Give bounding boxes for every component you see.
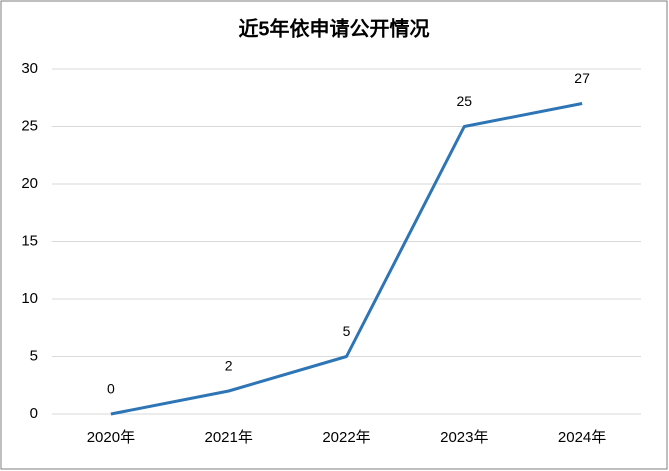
- data-label: 25: [457, 93, 473, 109]
- x-tick-label: 2021年: [205, 429, 253, 446]
- y-tick-label: 0: [30, 405, 38, 422]
- x-tick-label: 2024年: [558, 429, 606, 446]
- data-label: 2: [225, 358, 233, 374]
- data-label: 27: [574, 70, 590, 86]
- data-label: 5: [343, 323, 351, 339]
- y-tick-label: 20: [21, 175, 38, 192]
- y-tick-label: 25: [21, 117, 38, 134]
- x-tick-label: 2020年: [87, 429, 135, 446]
- x-tick-label: 2023年: [440, 429, 488, 446]
- data-label: 0: [107, 381, 115, 397]
- y-tick-label: 30: [21, 60, 38, 77]
- chart-title: 近5年依申请公开情况: [238, 16, 429, 40]
- y-tick-label: 10: [21, 290, 38, 307]
- y-tick-label: 5: [30, 347, 38, 364]
- x-tick-label: 2022年: [322, 429, 370, 446]
- y-tick-label: 15: [21, 232, 38, 249]
- data-line: [110, 102, 583, 416]
